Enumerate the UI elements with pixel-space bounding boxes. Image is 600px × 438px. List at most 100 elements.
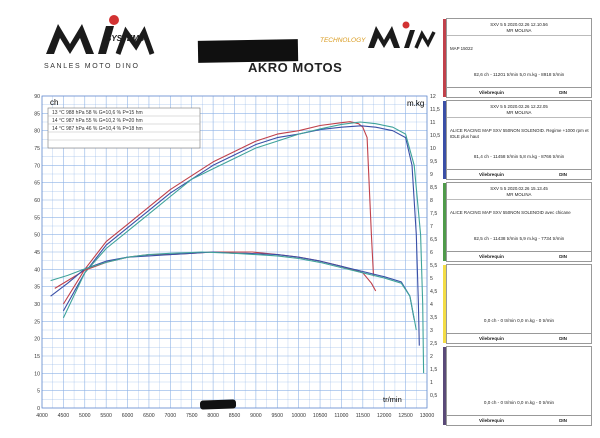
x-tick-label: 12500 (398, 413, 413, 419)
y-tick-label: 25 (34, 319, 40, 325)
legend-row: 14 °C 987 hPa 55 % G=10,2 % P=20 hm (52, 118, 143, 124)
footer-din: DIN (559, 253, 567, 259)
run-panel-2: SXV 5 5 2020.02.26 12.22.05 MR MOLINA AL… (443, 100, 592, 180)
company-logo: SYSTEMS SANLES MOTO DINO (44, 15, 155, 70)
y-tick-label: 80 (34, 129, 40, 135)
x-tick-label: 11500 (356, 413, 370, 419)
footer-crank: Vilebrequin (479, 171, 504, 177)
x-tick-label: 10500 (313, 413, 328, 419)
run-header: SXV 5 5 2020.02.26 12.10.56 (490, 22, 548, 27)
y2-tick-label: 5,5 (430, 263, 437, 269)
rider-name: MR MOLINA (506, 110, 532, 115)
y-tick-label: 65 (34, 181, 40, 187)
y-tick-label: 50 (34, 233, 40, 239)
y2-tick-label: 12 (430, 94, 436, 100)
color-stripe-red (443, 19, 446, 97)
x-tick-label: 9000 (250, 413, 262, 419)
y2-tick-label: 7 (430, 224, 433, 230)
y2-tick-label: 0,5 (430, 393, 437, 399)
y-axis-right: 0,511,522,533,544,555,566,577,588,599,51… (430, 94, 440, 399)
y2-tick-label: 2 (430, 354, 433, 360)
y-tick-label: 75 (34, 146, 40, 152)
y-tick-label: 70 (34, 163, 40, 169)
run-panel-4: 0,0 ch - 0 tr/min 0,0 m.kg - 0 tr/min Vi… (443, 264, 592, 344)
footer-crank: Vilebrequin (479, 253, 504, 259)
run-peak-values: 82,6 ch - 11201 tr/min 5,0 m.kg - 8918 t… (473, 72, 565, 77)
run-peak-values: 82,5 ch - 11438 tr/min 5,9 m.kg - 7734 t… (473, 236, 565, 241)
y-tick-label: 30 (34, 302, 40, 308)
x-tick-label: 8000 (207, 413, 219, 419)
y2-tick-label: 8,5 (430, 185, 437, 191)
run-panel-1: SXV 5 5 2020.02.26 12.10.56 MR MOLINA MA… (443, 18, 592, 98)
dealer-name: AKRO MOTOS (248, 60, 343, 75)
run-comment: ALICE RACING MAP SXV 550NON SOLENOID ave… (450, 210, 571, 215)
y2-tick-label: 1,5 (430, 367, 437, 373)
logo-mark-icon (46, 15, 155, 55)
y2-tick-label: 8 (430, 198, 433, 204)
y2-tick-label: 1 (430, 380, 433, 386)
x-tick-label: 4500 (58, 413, 70, 419)
y2-tick-label: 6 (430, 250, 433, 256)
x-axis-label: tr/min (383, 395, 402, 404)
x-tick-label: 7500 (186, 413, 198, 419)
x-tick-label: 6500 (143, 413, 155, 419)
footer-din: DIN (559, 417, 567, 423)
series-power-red (62, 121, 375, 305)
y2-axis-label: m.kg (407, 99, 424, 108)
y2-tick-label: 7,5 (430, 211, 437, 217)
series-torque-teal (50, 251, 417, 331)
x-tick-label: 13000 (420, 413, 435, 419)
run-peak-values: 81,4 ch - 11458 tr/min 5,8 m.kg - 8766 t… (473, 154, 565, 159)
y2-tick-label: 11 (430, 120, 435, 126)
y-tick-label: 90 (34, 94, 40, 100)
footer-crank: Vilebrequin (479, 335, 504, 341)
y2-tick-label: 11,5 (430, 107, 440, 113)
series-power-teal (62, 121, 425, 374)
color-stripe-blue (443, 101, 446, 179)
x-tick-label: 11000 (334, 413, 348, 419)
rider-name: MR MOLINA (506, 192, 532, 197)
y-tick-label: 20 (34, 337, 40, 343)
run-comment: ALICE RACING MAP SXV 550NON SOLENOID. Re… (450, 128, 589, 139)
color-stripe-green (443, 183, 446, 261)
y-axis-left: 0 5 10 15 20 25 30 35 40 45 50 55 60 65 70 75 80 85 90 (34, 94, 40, 412)
color-stripe-yellow (443, 265, 446, 343)
x-tick-label: 6000 (122, 413, 134, 419)
y-tick-label: 85 (34, 111, 40, 117)
run-panel-3: SXV 5 5 2020.02.26 15.13.45 MR MOLINA AL… (443, 182, 592, 262)
y2-tick-label: 5 (430, 276, 433, 282)
x-tick-label: 5000 (79, 413, 91, 419)
y2-tick-label: 4,5 (430, 289, 437, 295)
y2-tick-label: 4 (430, 302, 433, 308)
y-tick-label: 10 (34, 371, 40, 377)
technology-logo: TECHNOLOGY (320, 21, 436, 49)
footer-din: DIN (559, 335, 567, 341)
y-tick-label: 45 (34, 250, 40, 256)
run-peak-values: 0,0 ch - 0 tr/min 0,0 m.kg - 0 tr/min (483, 400, 555, 405)
y-tick-label: 15 (34, 354, 40, 360)
y-tick-label: 60 (34, 198, 40, 204)
logo-subtitle: SANLES MOTO DINO (44, 63, 139, 70)
y2-tick-label: 9 (430, 172, 433, 178)
redacted-mark (199, 399, 237, 410)
y-tick-label: 0 (37, 406, 40, 412)
y2-tick-label: 10 (430, 146, 436, 152)
x-tick-label: 10000 (291, 413, 306, 419)
chart-curves (50, 121, 425, 374)
y2-tick-label: 2,5 (430, 341, 437, 347)
footer-din: DIN (559, 171, 567, 177)
y-tick-label: 55 (34, 215, 40, 221)
footer-crank: Vilebrequin (479, 417, 504, 423)
x-tick-label: 7000 (165, 413, 177, 419)
x-tick-label: 8500 (229, 413, 241, 419)
x-axis: 4000 4500 5000 5500 6000 6500 7000 7500 8000 8500… (36, 413, 434, 419)
logo-mark-small-icon (368, 21, 436, 49)
run-comment: MAP 15022 (450, 46, 473, 51)
x-tick-label: 9500 (272, 413, 284, 419)
footer-crank: Vilebrequin (479, 89, 504, 95)
legend-row: 14 °C 987 hPa 46 % G=10,4 % P=18 hm (52, 126, 143, 132)
dyno-chart: 4000 4500 5000 5500 6000 6500 7000 7500 8000 8500… (34, 94, 440, 419)
series-power-blue (62, 125, 420, 346)
y2-tick-label: 3,5 (430, 315, 437, 321)
logo-brand-text: SYSTEMS (106, 34, 145, 43)
